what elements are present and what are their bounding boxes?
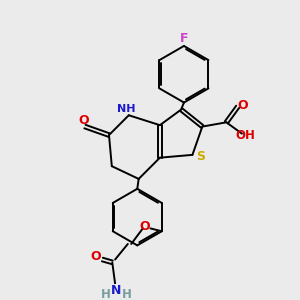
Text: O: O (91, 250, 101, 263)
Text: S: S (196, 150, 205, 163)
Text: H: H (122, 288, 131, 300)
Text: OH: OH (236, 129, 255, 142)
Text: O: O (140, 220, 150, 233)
Text: H: H (101, 288, 111, 300)
Text: N: N (111, 284, 122, 297)
Text: NH: NH (117, 104, 135, 114)
Text: F: F (180, 32, 188, 44)
Text: O: O (238, 99, 248, 112)
Text: O: O (78, 114, 89, 127)
